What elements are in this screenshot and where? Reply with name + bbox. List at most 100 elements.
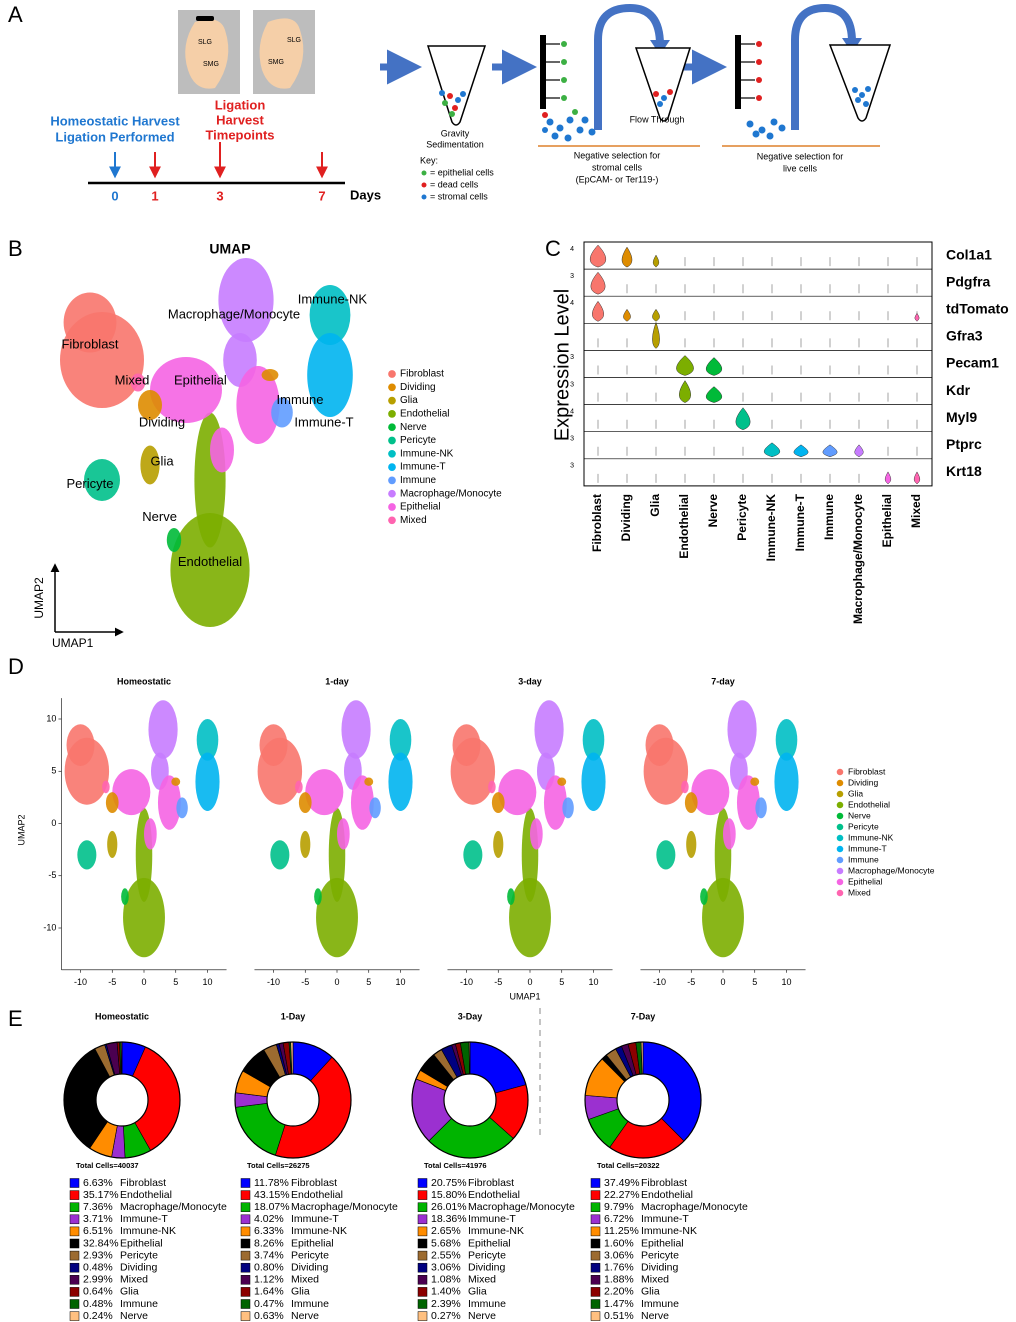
x-tick-label: Epithelial <box>880 494 894 547</box>
cell-cluster <box>736 775 760 830</box>
legend-swatch <box>69 1190 80 1200</box>
x-tick-label: -10 <box>460 977 473 987</box>
cell-cluster <box>341 700 371 759</box>
y-tick-label: 3 <box>570 273 574 280</box>
legend-swatch <box>388 436 396 445</box>
legend-swatch <box>417 1275 428 1285</box>
value-label: 0.80% <box>254 1261 284 1273</box>
legend-label: Nerve <box>641 1310 669 1322</box>
legend-label: Mixed <box>848 887 871 897</box>
schematic <box>88 3 892 200</box>
legend-label: Immune-T <box>291 1213 339 1225</box>
legend-swatch <box>590 1299 601 1309</box>
cell-cluster <box>702 877 744 958</box>
legend-swatch <box>836 834 844 842</box>
legend-label: Endothelial <box>848 799 890 809</box>
cell-cluster <box>507 888 515 906</box>
legend-label: Pericyte <box>468 1249 506 1261</box>
violin <box>623 308 631 322</box>
legend-label: Macrophage/Monocyte <box>641 1201 748 1213</box>
annotation: Negative selection for <box>574 150 661 160</box>
cells <box>746 118 786 140</box>
value-label: 3.06% <box>431 1261 461 1273</box>
legend-label: Mixed <box>400 515 427 526</box>
legend-label: Mixed <box>641 1274 669 1286</box>
legend-swatch <box>836 779 844 787</box>
legend-swatch <box>590 1202 601 1212</box>
legend-swatch <box>836 790 844 798</box>
violin <box>652 308 660 322</box>
legend-label: Glia <box>848 788 863 798</box>
legend-swatch <box>388 476 396 485</box>
legend-label: Epithelial <box>641 1237 684 1249</box>
legend-swatch <box>388 516 396 525</box>
cluster-label: Immune-NK <box>298 291 368 306</box>
legend-swatch <box>240 1275 251 1285</box>
legend-swatch <box>69 1226 80 1237</box>
annotation: Flow Through <box>630 114 685 124</box>
legend-title: Key: <box>420 155 438 165</box>
legend-swatch <box>836 812 844 820</box>
gene-label: Col1a1 <box>946 246 992 262</box>
umap-plot <box>64 700 220 958</box>
legend-swatch <box>590 1287 601 1297</box>
cell-cluster <box>645 724 674 767</box>
cluster-label: Glia <box>150 453 174 468</box>
value-label: 32.84% <box>83 1237 119 1249</box>
legend-label: Fibroblast <box>848 766 886 776</box>
umap-plot <box>643 700 799 958</box>
legend-swatch <box>417 1214 428 1225</box>
cells <box>653 89 673 107</box>
cell-cluster <box>270 840 290 870</box>
value-label: 15.80% <box>431 1189 467 1201</box>
cell-cluster <box>684 792 698 814</box>
x-tick-label: -10 <box>653 977 666 987</box>
value-label: 8.26% <box>254 1237 284 1249</box>
legend-label: Immune-T <box>641 1213 689 1225</box>
panel-label: C <box>545 236 561 261</box>
axis-label: Days <box>350 187 381 202</box>
legend-swatch <box>417 1311 428 1321</box>
cell-cluster <box>298 792 312 814</box>
tube <box>828 44 892 122</box>
cell-cluster <box>121 888 129 906</box>
value-label: 0.24% <box>83 1310 113 1322</box>
x-tick-label: Glia <box>648 494 662 517</box>
legend-label: Pericyte <box>848 821 879 831</box>
cell-cluster <box>305 769 344 816</box>
chart-title: 3-Day <box>458 1011 483 1021</box>
value-label: 0.64% <box>83 1286 113 1298</box>
violin <box>679 380 691 403</box>
flow-arrow <box>594 3 664 130</box>
legend-label: Immune <box>120 1298 158 1310</box>
legend-label: Fibroblast <box>291 1177 337 1189</box>
gene-label: Ptprc <box>946 436 982 452</box>
cell-cluster <box>148 700 178 759</box>
x-tick-label: -5 <box>494 977 502 987</box>
day-label: 0 <box>111 188 118 203</box>
cell-cluster <box>261 369 279 381</box>
gland-label: SLG <box>198 39 212 46</box>
cell-cluster <box>557 777 567 786</box>
cell-cluster <box>498 769 537 816</box>
legend-label: Glia <box>641 1286 660 1298</box>
cell-cluster <box>509 877 551 958</box>
legend-label: Epithelial <box>848 876 883 886</box>
violin <box>621 246 633 268</box>
legend-swatch <box>240 1214 251 1225</box>
legend-swatch <box>836 768 844 776</box>
cell-cluster <box>700 888 708 906</box>
x-tick-label: 10 <box>781 977 791 987</box>
legend-label: Endothelial <box>291 1189 343 1201</box>
panel-label: D <box>8 654 24 679</box>
cell-cluster <box>488 780 496 794</box>
annotation: Harvest <box>216 112 264 127</box>
cell-cluster <box>171 777 181 786</box>
gland-shape <box>259 18 304 89</box>
cell-cluster <box>105 792 119 814</box>
gene-label: Pdgfra <box>946 273 991 289</box>
cell-cluster <box>388 752 413 811</box>
value-label: 11.25% <box>604 1225 639 1237</box>
y-tick-label: 3 <box>570 436 574 443</box>
chart-title: 7-day <box>711 676 735 686</box>
